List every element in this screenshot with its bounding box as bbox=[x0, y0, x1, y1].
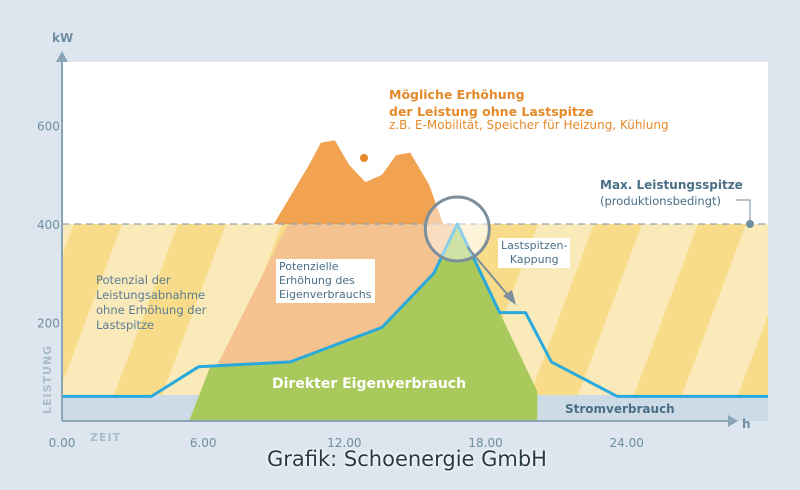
peak-highlight-circle bbox=[423, 195, 491, 263]
label-potential-left: Potenzial der Leistungsabnahme ohne Erhö… bbox=[96, 273, 207, 332]
max-peak-leader bbox=[736, 199, 751, 220]
label-max-title: Max. Leistungsspitze bbox=[600, 178, 743, 192]
increase-marker bbox=[360, 154, 368, 162]
x-axis-arrowhead bbox=[728, 415, 738, 427]
x-tick-label: 6.00 bbox=[190, 436, 217, 450]
label-lastspitzen-kappung: Lastspitzen- Kappung bbox=[498, 238, 571, 268]
kappung-arrow bbox=[466, 246, 513, 301]
band-stripe bbox=[114, 224, 226, 395]
max-peak-marker bbox=[746, 220, 754, 228]
label-max-sub: (produktionsbedingt) bbox=[600, 194, 722, 208]
x-tick-label: 12.00 bbox=[327, 436, 361, 450]
x-tick-label: 0.00 bbox=[49, 436, 76, 450]
y-axis-title: LEISTUNG bbox=[41, 345, 54, 414]
label-increase-sub: z.B. E-Mobilität, Speicher für Heizung, … bbox=[389, 118, 669, 132]
y-tick-label: 400 bbox=[37, 218, 60, 232]
y-unit-label: kW bbox=[52, 31, 73, 45]
x-unit-label: h bbox=[742, 417, 751, 431]
area-direct-self-consumption bbox=[189, 224, 538, 421]
credit-text: Grafik: Schoenergie GmbH bbox=[267, 447, 547, 471]
label-direkter-eigenverbrauch: Direkter Eigenverbrauch bbox=[272, 376, 467, 392]
band-stripe bbox=[530, 224, 642, 395]
band-stripe bbox=[634, 224, 746, 395]
x-tick-label: 24.00 bbox=[610, 436, 644, 450]
label-increase-title: Mögliche Erhöhung der Leistung ohne Last… bbox=[389, 87, 594, 119]
y-tick-label: 200 bbox=[37, 317, 60, 331]
y-axis-arrowhead bbox=[56, 51, 68, 62]
line-stromverbrauch bbox=[62, 222, 768, 398]
band-stripe bbox=[738, 314, 768, 395]
area-possible-increase bbox=[273, 140, 444, 224]
x-tick-label: 18.00 bbox=[468, 436, 502, 450]
y-tick-label: 600 bbox=[37, 120, 60, 134]
band-stripe bbox=[62, 224, 122, 385]
x-axis-title: ZEIT bbox=[90, 431, 121, 444]
label-potential-self: Potenzielle Erhöhung des Eigenverbrauchs bbox=[276, 259, 375, 303]
kappung-arrowhead bbox=[503, 290, 516, 305]
label-stromverbrauch: Stromverbrauch bbox=[565, 402, 675, 416]
